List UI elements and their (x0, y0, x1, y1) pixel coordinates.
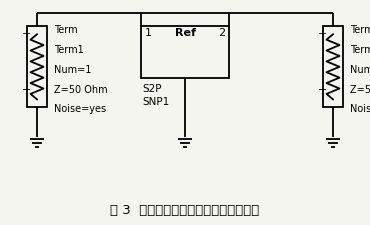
Text: SNP1: SNP1 (142, 97, 170, 107)
Text: Z=50 Ohm: Z=50 Ohm (350, 84, 370, 94)
Text: 2: 2 (218, 28, 225, 38)
Text: Term2: Term2 (350, 45, 370, 54)
Text: Noise=yes: Noise=yes (350, 104, 370, 114)
Text: +: + (22, 29, 31, 39)
Text: Term: Term (54, 25, 77, 35)
Text: Z=50 Ohm: Z=50 Ohm (54, 84, 107, 94)
Text: 1: 1 (145, 28, 152, 38)
Text: Noise=yes: Noise=yes (54, 104, 106, 114)
Text: −: − (22, 85, 31, 94)
Bar (141, 27, 229, 79)
Text: Num=2: Num=2 (350, 64, 370, 74)
Text: Ref: Ref (175, 28, 195, 38)
Text: 图 3  最佳噪声系数匹配仿真电路原理图: 图 3 最佳噪声系数匹配仿真电路原理图 (110, 203, 260, 216)
Text: S2P: S2P (142, 83, 162, 93)
Text: Term1: Term1 (54, 45, 83, 54)
Bar (27, 27, 47, 108)
Text: Num=1: Num=1 (54, 64, 91, 74)
Bar (323, 27, 343, 108)
Text: Term: Term (350, 25, 370, 35)
Text: +: + (318, 29, 327, 39)
Text: −: − (318, 85, 327, 94)
